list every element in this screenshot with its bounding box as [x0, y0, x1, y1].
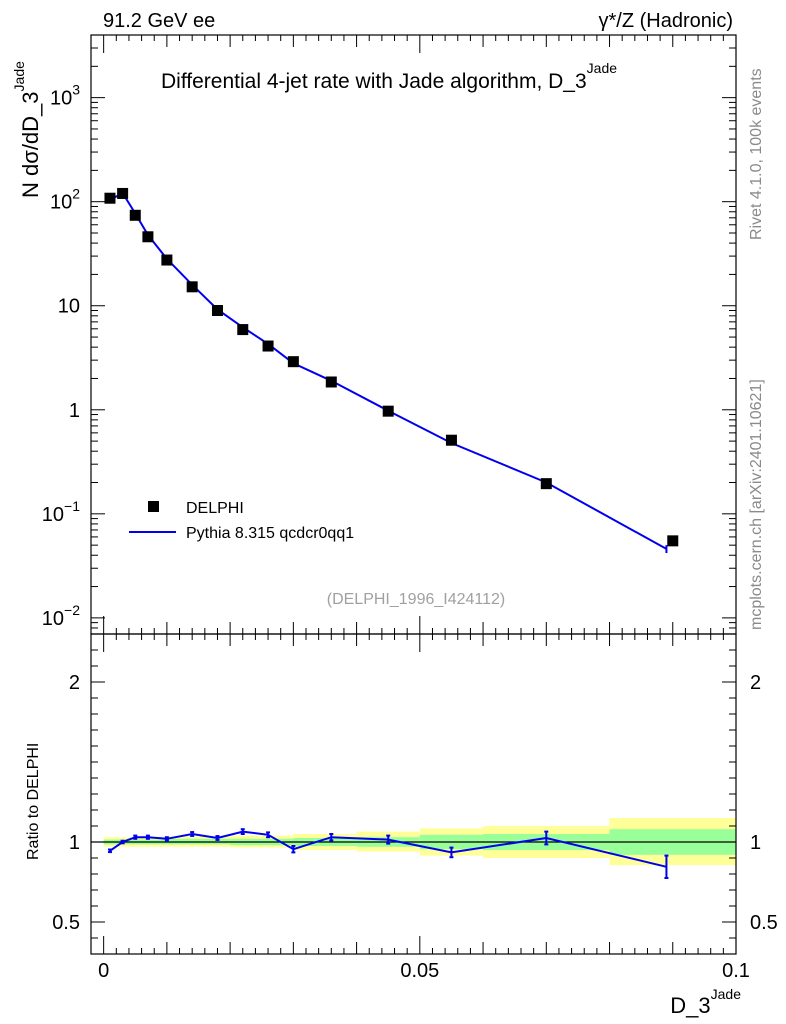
main-marks — [104, 187, 679, 554]
header-right: γ*/Z (Hadronic) — [599, 10, 733, 32]
main-watermark: (DELPHI_1996_I424112) — [327, 591, 506, 608]
delphi-point — [540, 478, 552, 490]
ratio-y-tick-label: 0.5 — [52, 912, 80, 934]
delphi-point — [142, 231, 154, 243]
delphi-point — [237, 324, 249, 336]
delphi-point — [129, 209, 141, 221]
side-text-mcplots: mcplots.cern.ch [arXiv:2401.10621] — [748, 379, 765, 630]
ratio-ticks: 0.5 0.5 1 1 2 2 0 0.05 0.1 — [52, 633, 778, 982]
delphi-point — [211, 304, 223, 316]
y-tick-label: 10 — [58, 296, 80, 318]
main-y-label-text: N dσ/dD_3 — [18, 91, 43, 198]
x-tick-label: 0.05 — [400, 960, 439, 982]
main-title-sup: Jade — [587, 60, 618, 76]
y-tick-label-exp: −1 — [64, 498, 80, 514]
y-tick-label-exp: 3 — [72, 82, 80, 98]
x-axis-label-sup: Jade — [711, 986, 742, 1002]
ratio-y-label: Ratio to DELPHI — [25, 743, 42, 860]
y-tick-label: 10−1 — [42, 498, 80, 526]
delphi-point — [262, 340, 274, 352]
main-y-label-sup: Jade — [11, 61, 27, 92]
legend: DELPHI Pythia 8.315 qcdcr0qq1 — [129, 500, 354, 542]
ratio-y-tick-label: 2 — [69, 672, 80, 694]
y-tick-label-base: 10 — [42, 504, 64, 526]
delphi-point — [117, 187, 129, 199]
side-text-rivet: Rivet 4.1.0, 100k events — [748, 68, 765, 240]
pythia-line — [109, 191, 667, 550]
ratio-y-tick-label-right: 0.5 — [750, 912, 778, 934]
delphi-point — [325, 376, 337, 388]
x-axis-label-text: D_3 — [670, 993, 710, 1018]
legend-marker-delphi — [148, 501, 159, 512]
ratio-y-tick-label: 1 — [69, 832, 80, 854]
legend-label-pythia: Pythia 8.315 qcdcr0qq1 — [186, 525, 354, 542]
delphi-point — [667, 535, 679, 547]
delphi-point — [382, 405, 394, 417]
y-tick-label: 10−2 — [42, 602, 80, 630]
header-left: 91.2 GeV ee — [103, 10, 215, 32]
y-tick-label: 1 — [69, 400, 80, 422]
y-tick-label: 103 — [50, 82, 80, 110]
ratio-bands — [91, 818, 736, 866]
x-tick-label: 0.1 — [722, 960, 750, 982]
delphi-point — [104, 192, 116, 204]
ratio-marks — [107, 828, 669, 879]
y-tick-label-base: 10 — [50, 192, 72, 214]
y-tick-label-base: 1 — [69, 400, 80, 422]
x-tick-label: 0 — [98, 960, 109, 982]
y-tick-label-base: 10 — [50, 88, 72, 110]
y-tick-label-exp: 2 — [72, 186, 80, 202]
ratio-y-tick-label-right: 1 — [750, 832, 761, 854]
delphi-point — [161, 254, 173, 266]
main-y-label: N dσ/dD_3Jade — [11, 61, 43, 198]
y-tick-label-exp: −2 — [64, 602, 80, 618]
ratio-y-tick-label-right: 2 — [750, 672, 761, 694]
main-title-text: Differential 4-jet rate with Jade algori… — [161, 70, 587, 93]
ratio-panel: 0.5 0.5 1 1 2 2 0 0.05 0.1 Ratio to DELPHI D_3Ja… — [25, 633, 778, 1018]
y-tick-label-base: 10 — [42, 608, 64, 630]
legend-label-delphi: DELPHI — [186, 500, 244, 517]
y-tick-label: 102 — [50, 186, 80, 214]
delphi-point — [287, 356, 299, 368]
ratio-frame — [90, 633, 737, 955]
delphi-point — [445, 434, 457, 446]
delphi-point — [186, 281, 198, 293]
x-axis-label: D_3Jade — [670, 986, 741, 1018]
y-tick-label-base: 10 — [58, 296, 80, 318]
main-frame — [90, 34, 737, 635]
main-title: Differential 4-jet rate with Jade algori… — [161, 60, 617, 93]
